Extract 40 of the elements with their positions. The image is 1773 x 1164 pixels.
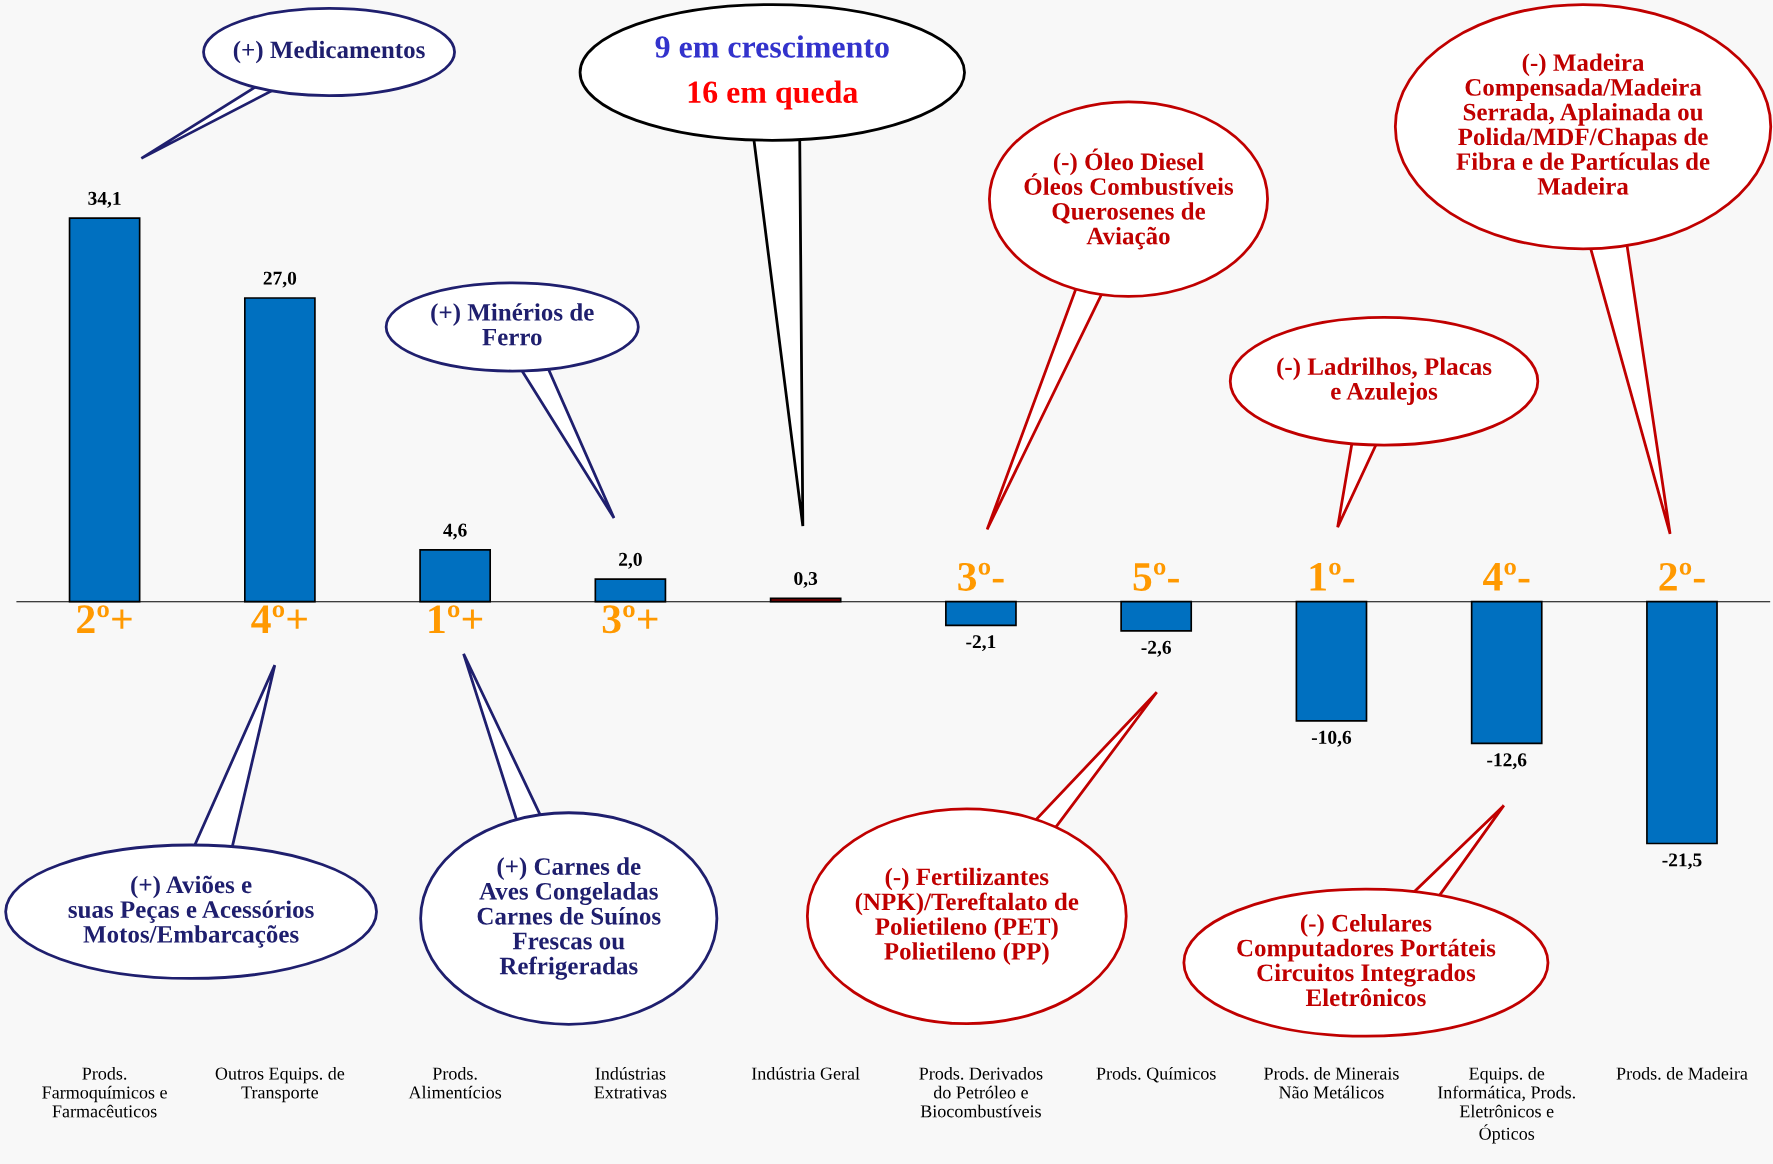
annotation: 2º+ xyxy=(77,605,132,633)
annotation: 1º+ xyxy=(429,605,483,633)
x-tick-label: Prods. de Madeira xyxy=(1616,1066,1748,1080)
annotation: (+) Carnes de Aves Congeladas Carnes de Suínos Frescas ou Refrigeradas xyxy=(477,857,661,980)
x-tick-label: Indústria Geral xyxy=(751,1066,860,1080)
data-label: -2,1 xyxy=(966,635,996,652)
x-tick-label: Prods. de Minerais Não Metálicos xyxy=(1264,1066,1399,1099)
annotation: 3º- xyxy=(958,562,1004,591)
annotation: (-) Ladrilhos, Placas e Azulejos xyxy=(1277,357,1492,405)
annotation: 4º- xyxy=(1483,562,1530,591)
x-tick-label: Indústrias Extrativas xyxy=(594,1066,667,1099)
data-label: -21,5 xyxy=(1662,853,1702,870)
annotation: 16 em queda xyxy=(688,80,858,110)
data-label: 4,6 xyxy=(443,523,467,540)
annotation: 1º- xyxy=(1310,562,1355,591)
data-label: -12,6 xyxy=(1487,753,1527,770)
annotation: (-) Óleo Diesel Óleos Combustíveis Querosenes de Aviação xyxy=(1024,148,1234,250)
data-label: 27,0 xyxy=(263,271,297,288)
annotation: (-) Fertilizantes (NPK)/Tereftalato de Polietileno (PET) Polietileno (PP) xyxy=(855,867,1079,965)
data-label: -2,6 xyxy=(1141,640,1171,657)
annotation: (+) Medicamentos xyxy=(233,40,425,64)
annotation: 9 em crescimento xyxy=(655,35,889,58)
data-label: 0,3 xyxy=(794,571,818,588)
data-label: 2,0 xyxy=(619,552,642,569)
annotation: 4º+ xyxy=(251,605,307,633)
annotation: 2º- xyxy=(1659,562,1705,591)
x-tick-label: Prods. Farmoquímicos e Farmacêuticos xyxy=(42,1066,167,1118)
x-tick-label: Prods. Químicos xyxy=(1096,1066,1216,1083)
annotation: (+) Aviões e suas Peças e Acessórios Motos/Embarcações xyxy=(68,875,314,948)
annotation: 3º+ xyxy=(602,605,658,634)
x-tick-label: Outros Equips. de Transporte xyxy=(215,1066,345,1103)
data-label: 34,1 xyxy=(88,191,121,208)
annotation: (-) Celulares Computadores Portáteis Circuitos Integrados Eletrônicos xyxy=(1237,914,1496,1007)
data-label: -10,6 xyxy=(1311,730,1352,747)
x-tick-label: Prods. Derivados do Petróleo e Biocombustíveis xyxy=(919,1066,1043,1118)
annotation: (-) Madeira Compensada/Madeira Serrada, Aplainada ou Polida/MDF/Chapas de Fibra e de Partículas de Madeira xyxy=(1456,53,1710,195)
annotation: (+) Minérios de Ferro xyxy=(431,303,594,346)
annotation: 5º- xyxy=(1133,562,1179,591)
x-tick-label: Prods. Alimentícios xyxy=(408,1066,502,1099)
x-tick-label: Equips. de Informática, Prods. Eletrônicos e Ópticos xyxy=(1437,1066,1575,1144)
